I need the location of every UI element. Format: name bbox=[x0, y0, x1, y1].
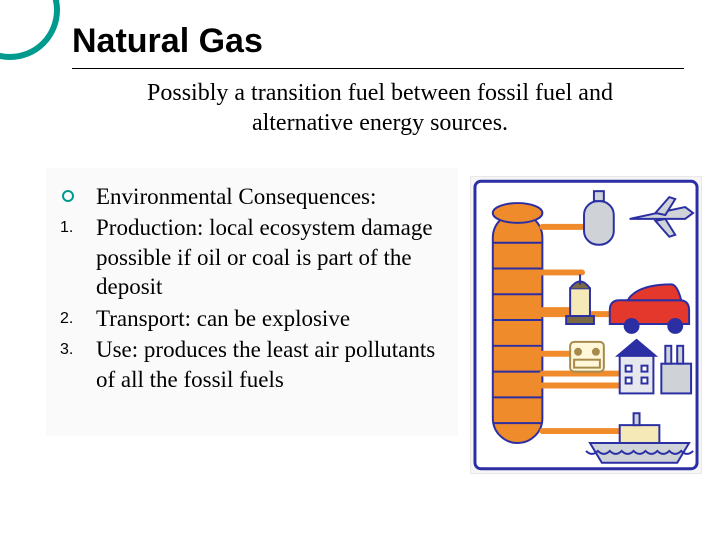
list-item-text: Transport: can be explosive bbox=[96, 304, 350, 333]
list-number: 1. bbox=[60, 213, 96, 301]
list-item: Environmental Consequences: bbox=[60, 182, 448, 211]
slide-title: Natural Gas bbox=[72, 22, 263, 61]
corner-arc-decoration bbox=[0, 0, 60, 60]
body-content: Environmental Consequences: 1. Productio… bbox=[46, 168, 458, 436]
list-item-text: Production: local ecosystem damage possi… bbox=[96, 213, 448, 301]
list-item-text: Environmental Consequences: bbox=[96, 182, 376, 211]
list-item-text: Use: produces the least air pollutants o… bbox=[96, 335, 448, 394]
ring-bullet-icon bbox=[60, 182, 96, 211]
list-number: 2. bbox=[60, 304, 96, 333]
list-item: 3. Use: produces the least air pollutant… bbox=[60, 335, 448, 394]
list-number: 3. bbox=[60, 335, 96, 394]
illustration-infographic bbox=[470, 176, 702, 474]
title-rule bbox=[72, 68, 684, 69]
list-item: 1. Production: local ecosystem damage po… bbox=[60, 213, 448, 301]
slide-subtitle: Possibly a transition fuel between fossi… bbox=[110, 78, 650, 138]
list-item: 2. Transport: can be explosive bbox=[60, 304, 448, 333]
